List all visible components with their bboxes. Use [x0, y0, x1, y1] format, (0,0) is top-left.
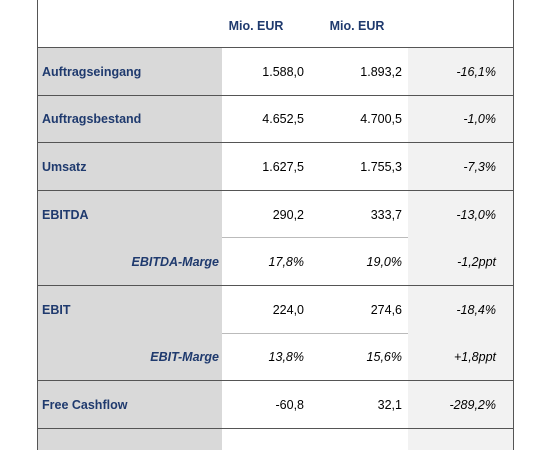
row-label: Auftragseingang: [42, 64, 142, 79]
right-border: [513, 0, 514, 450]
value: 19,0%: [366, 255, 402, 270]
column-header: Mio. EUR: [329, 19, 385, 33]
row-label: Umsatz: [42, 160, 87, 174]
row-label: EBITDA-Marge: [131, 255, 219, 270]
row-label: EBIT-Marge: [150, 350, 219, 365]
row-label: Auftragsbestand: [42, 112, 142, 127]
value: -60,8: [275, 398, 305, 412]
change: +1,8ppt: [453, 350, 496, 365]
row-label: EBIT: [42, 302, 71, 317]
change: -7,3%: [463, 160, 496, 174]
row-line: [38, 94, 513, 96]
left-border: [37, 0, 38, 450]
value: 1.588,0: [262, 64, 304, 79]
change: -13,0%: [456, 207, 496, 222]
row-line: [222, 237, 408, 239]
change-column: [408, 47, 513, 450]
change: -16,1%: [456, 64, 496, 79]
value: 290,2: [272, 207, 304, 222]
value: 1.627,5: [262, 160, 304, 174]
row-line: [38, 189, 513, 191]
value: 4.700,5: [360, 112, 402, 127]
value: 17,8%: [268, 255, 304, 270]
change: -18,4%: [456, 302, 496, 317]
change: -289,2%: [449, 398, 496, 412]
value: 274,6: [370, 302, 402, 317]
change: -1,2ppt: [457, 255, 496, 270]
value: 1.893,2: [360, 64, 402, 79]
change: -1,0%: [463, 112, 496, 127]
row-line: [38, 380, 513, 382]
value: 15,6%: [366, 350, 402, 365]
column-header: Mio. EUR: [228, 19, 284, 33]
row-line: [38, 47, 513, 48]
row-line: [38, 427, 513, 429]
row-line: [222, 332, 408, 334]
row-line: [38, 285, 513, 286]
value: 32,1: [377, 398, 402, 412]
value: 1.755,3: [360, 160, 402, 174]
value: 13,8%: [268, 350, 304, 365]
row-line: [38, 142, 513, 144]
row-label: Free Cashflow: [42, 398, 128, 412]
value: 333,7: [370, 207, 402, 222]
label-column: [38, 47, 222, 450]
row-label: EBITDA: [42, 207, 89, 222]
value: 4.652,5: [262, 112, 304, 127]
value: 224,0: [272, 302, 304, 317]
